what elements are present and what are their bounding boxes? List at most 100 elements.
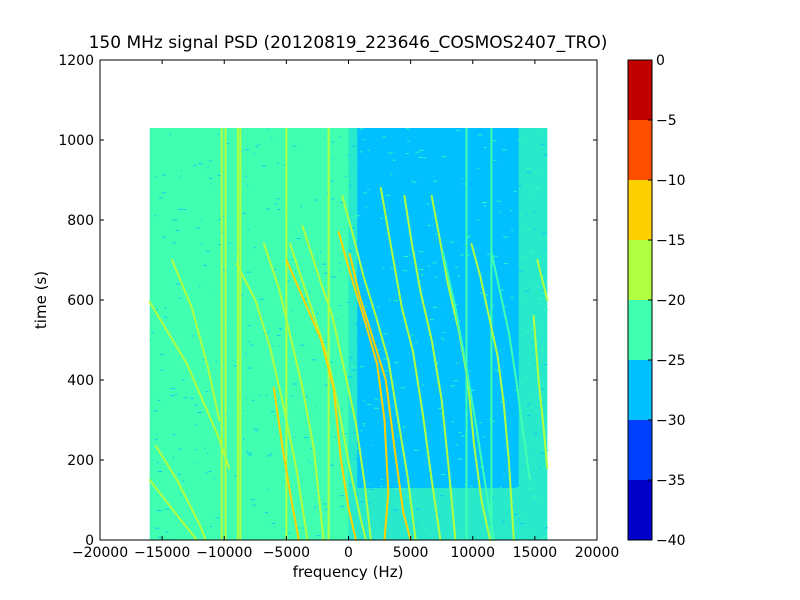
heatmap-noise xyxy=(169,538,172,540)
heatmap-noise xyxy=(240,315,245,317)
heatmap-noise xyxy=(233,365,239,367)
heatmap-noise xyxy=(367,490,373,492)
heatmap-noise xyxy=(377,306,380,308)
heatmap-noise xyxy=(359,151,363,153)
heatmap-noise xyxy=(435,234,437,235)
heatmap-noise xyxy=(401,412,404,414)
heatmap-noise xyxy=(433,306,438,308)
y-tick-label: 1200 xyxy=(58,53,94,69)
signal-track xyxy=(154,445,207,541)
heatmap-noise xyxy=(326,192,329,194)
heatmap-noise xyxy=(159,392,164,394)
heatmap-noise xyxy=(320,251,322,253)
heatmap-noise xyxy=(371,398,377,400)
heatmap-noise xyxy=(534,285,539,287)
heatmap-noise xyxy=(418,157,423,159)
heatmap-noise xyxy=(421,313,427,315)
heatmap-noise xyxy=(252,504,256,506)
heatmap-noise xyxy=(489,418,492,420)
signal-track xyxy=(441,251,495,541)
heatmap-noise xyxy=(419,150,424,151)
heatmap-noise xyxy=(187,143,191,145)
heatmap-noise xyxy=(291,324,296,326)
heatmap-noise xyxy=(529,406,533,408)
heatmap-noise xyxy=(314,506,317,508)
heatmap-noise xyxy=(495,175,499,177)
heatmap-noise xyxy=(527,228,530,230)
heatmap-noise xyxy=(370,444,372,446)
heatmap-noise xyxy=(451,406,453,408)
heatmap-noise xyxy=(315,316,317,318)
heatmap-noise xyxy=(194,404,198,406)
heatmap-noise xyxy=(336,358,338,360)
heatmap-noise xyxy=(259,394,262,396)
heatmap-noise xyxy=(515,284,520,286)
heatmap-noise xyxy=(425,196,428,198)
signal-track xyxy=(403,195,457,541)
heatmap-noise xyxy=(250,499,255,501)
signal-track xyxy=(148,301,231,469)
heatmap-noise xyxy=(323,503,327,505)
signal-track xyxy=(171,259,221,421)
heatmap-noise xyxy=(241,330,243,332)
heatmap-noise xyxy=(160,245,165,247)
heatmap-noise xyxy=(167,453,170,455)
heatmap-noise xyxy=(459,254,464,256)
heatmap-noise xyxy=(323,341,326,343)
heatmap-noise xyxy=(432,148,435,150)
heatmap-noise xyxy=(206,188,208,190)
heatmap-noise xyxy=(200,243,203,245)
heatmap-noise xyxy=(517,373,521,375)
heatmap-noise xyxy=(330,464,334,466)
heatmap-noise xyxy=(282,338,286,340)
heatmap-noise xyxy=(300,206,303,208)
heatmap-noise xyxy=(300,264,302,266)
signal-track xyxy=(235,263,309,541)
heatmap-noise xyxy=(526,297,528,299)
heatmap-noise xyxy=(166,258,169,260)
heatmap-noise xyxy=(274,516,277,517)
heatmap-noise xyxy=(479,418,484,420)
heatmap-noise xyxy=(255,428,257,430)
heatmap-noise xyxy=(172,219,178,221)
heatmap-noise xyxy=(380,217,383,219)
heatmap-noise xyxy=(503,348,505,350)
heatmap-noise xyxy=(172,457,175,459)
heatmap-noise xyxy=(205,417,210,419)
heatmap-noise xyxy=(165,531,169,533)
heatmap-noise xyxy=(159,476,164,478)
heatmap-noise xyxy=(393,300,399,301)
heatmap-noise xyxy=(264,512,269,514)
heatmap-noise xyxy=(510,297,514,299)
heatmap-noise xyxy=(528,487,533,489)
heatmap-noise xyxy=(284,290,286,292)
heatmap-noise xyxy=(343,433,347,435)
heatmap-noise xyxy=(227,152,232,153)
heatmap-noise xyxy=(487,299,492,301)
heatmap-noise xyxy=(232,360,234,361)
heatmap-noise xyxy=(456,130,460,131)
heatmap-noise xyxy=(247,184,249,186)
heatmap-noise xyxy=(539,349,545,351)
heatmap-noise xyxy=(382,136,386,138)
heatmap-noise xyxy=(263,489,267,490)
heatmap-noise xyxy=(229,322,231,324)
heatmap-noise xyxy=(464,519,466,521)
signal-track xyxy=(470,243,515,541)
heatmap-noise xyxy=(348,484,351,486)
heatmap-noise xyxy=(502,149,508,151)
heatmap-noise xyxy=(300,344,305,346)
heatmap-noise xyxy=(534,411,539,413)
colorbar-tick-label: −25 xyxy=(656,353,686,369)
heatmap-noise xyxy=(469,247,472,249)
heatmap-noise xyxy=(526,168,531,169)
heatmap-noise xyxy=(273,526,275,528)
heatmap-noise xyxy=(254,247,256,249)
heatmap-noise xyxy=(193,157,197,159)
heatmap-noise xyxy=(377,349,381,351)
heatmap-noise xyxy=(468,238,473,240)
heatmap-noise xyxy=(257,144,260,146)
heatmap-noise xyxy=(195,204,197,206)
heatmap-noise xyxy=(386,248,388,250)
heatmap-noise xyxy=(365,267,368,269)
